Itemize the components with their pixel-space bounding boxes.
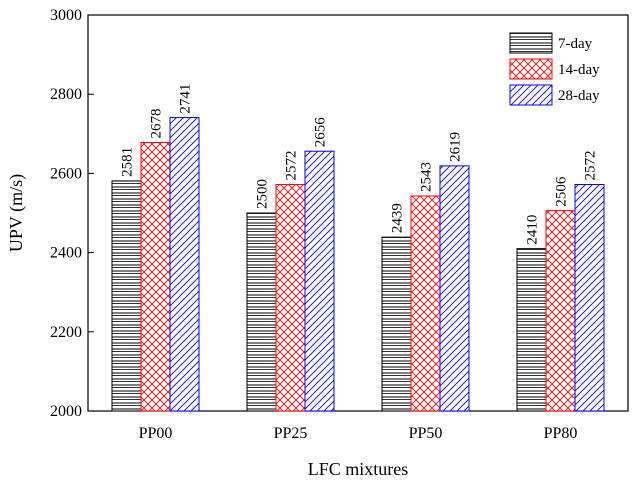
bar-value-label: 2572: [284, 150, 300, 180]
plot-area: [87, 14, 629, 412]
bar-value-label: 2410: [525, 215, 541, 245]
y-axis-title: UPV (m/s): [6, 174, 27, 252]
legend-swatch-14-day: [509, 58, 553, 80]
legend-swatch-28-day: [509, 84, 553, 106]
y-tick-label: 2800: [50, 86, 82, 103]
legend-label-28-day: 28-day: [558, 88, 600, 104]
bar-value-label: 2439: [390, 203, 406, 233]
bar-labels-group: 2581 2678 2741 2500 2572 2656 2439 2543 2619 2410…: [120, 84, 599, 245]
x-axis-title: LFC mixtures: [308, 459, 409, 479]
plot-frame: [87, 14, 629, 412]
y-tick-label: 2200: [50, 324, 82, 341]
bar-value-label: 2581: [120, 147, 136, 177]
bar-14-day-PP50: [410, 195, 441, 412]
bar-value-label: 2506: [554, 176, 570, 207]
y-tick-label: 2000: [50, 403, 82, 420]
bar-7-day-PP80: [516, 248, 547, 412]
bar-28-day-PP25: [304, 150, 335, 412]
bar-value-label: 2572: [583, 150, 599, 180]
bar-value-label: 2543: [419, 162, 435, 192]
y-axis-ticks: 2000 2200 2400 2600 2800 3000: [50, 7, 94, 420]
legend: 7-day 14-day 28-day: [509, 32, 600, 106]
y-tick-label: 2400: [50, 245, 82, 262]
bar-28-day-PP50: [439, 165, 470, 412]
y-tick-label: 2600: [50, 165, 82, 182]
bar-28-day-PP80: [574, 183, 605, 412]
bar-7-day-PP50: [381, 236, 412, 412]
bar-value-label: 2656: [313, 117, 329, 148]
bar-14-day-PP80: [545, 210, 576, 412]
bars-group: [111, 117, 605, 412]
y-tick-label: 3000: [50, 7, 82, 24]
x-tick-label: PP00: [139, 425, 173, 442]
legend-swatch-7-day: [509, 32, 553, 54]
x-tick-label: PP25: [274, 425, 308, 442]
bar-28-day-PP00: [169, 117, 200, 412]
bar-14-day-PP00: [140, 142, 171, 412]
bar-value-label: 2619: [448, 132, 464, 162]
x-tick-label: PP50: [409, 425, 443, 442]
bar-7-day-PP00: [111, 180, 142, 412]
bar-7-day-PP25: [246, 212, 277, 412]
legend-label-14-day: 14-day: [558, 62, 600, 78]
bar-value-label: 2741: [178, 84, 194, 114]
bar-value-label: 2500: [255, 179, 271, 209]
bar-value-label: 2678: [149, 109, 165, 139]
legend-label-7-day: 7-day: [558, 36, 593, 52]
x-tick-label: PP80: [544, 425, 578, 442]
bar-14-day-PP25: [275, 183, 306, 412]
